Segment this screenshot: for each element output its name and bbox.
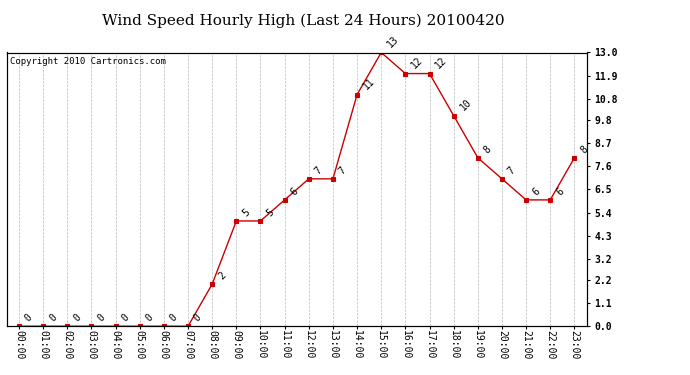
Text: 0: 0 bbox=[96, 312, 107, 324]
Text: 0: 0 bbox=[144, 312, 155, 324]
Text: 7: 7 bbox=[506, 165, 518, 176]
Text: 12: 12 bbox=[410, 56, 425, 71]
Text: 0: 0 bbox=[23, 312, 34, 324]
Text: 7: 7 bbox=[313, 165, 324, 176]
Text: Copyright 2010 Cartronics.com: Copyright 2010 Cartronics.com bbox=[10, 57, 166, 66]
Text: 10: 10 bbox=[458, 98, 473, 113]
Text: 0: 0 bbox=[168, 312, 179, 324]
Text: 0: 0 bbox=[193, 312, 204, 324]
Text: Wind Speed Hourly High (Last 24 Hours) 20100420: Wind Speed Hourly High (Last 24 Hours) 2… bbox=[102, 13, 505, 27]
Text: 5: 5 bbox=[241, 207, 252, 218]
Text: 13: 13 bbox=[386, 34, 401, 50]
Text: 0: 0 bbox=[120, 312, 131, 324]
Text: 7: 7 bbox=[337, 165, 348, 176]
Text: 0: 0 bbox=[48, 312, 59, 324]
Text: 12: 12 bbox=[434, 56, 449, 71]
Text: 8: 8 bbox=[482, 144, 493, 155]
Text: 11: 11 bbox=[362, 76, 377, 92]
Text: 2: 2 bbox=[217, 270, 228, 281]
Text: 8: 8 bbox=[579, 144, 590, 155]
Text: 6: 6 bbox=[555, 186, 566, 197]
Text: 6: 6 bbox=[531, 186, 542, 197]
Text: 5: 5 bbox=[265, 207, 276, 218]
Text: 6: 6 bbox=[289, 186, 300, 197]
Text: 0: 0 bbox=[72, 312, 83, 324]
